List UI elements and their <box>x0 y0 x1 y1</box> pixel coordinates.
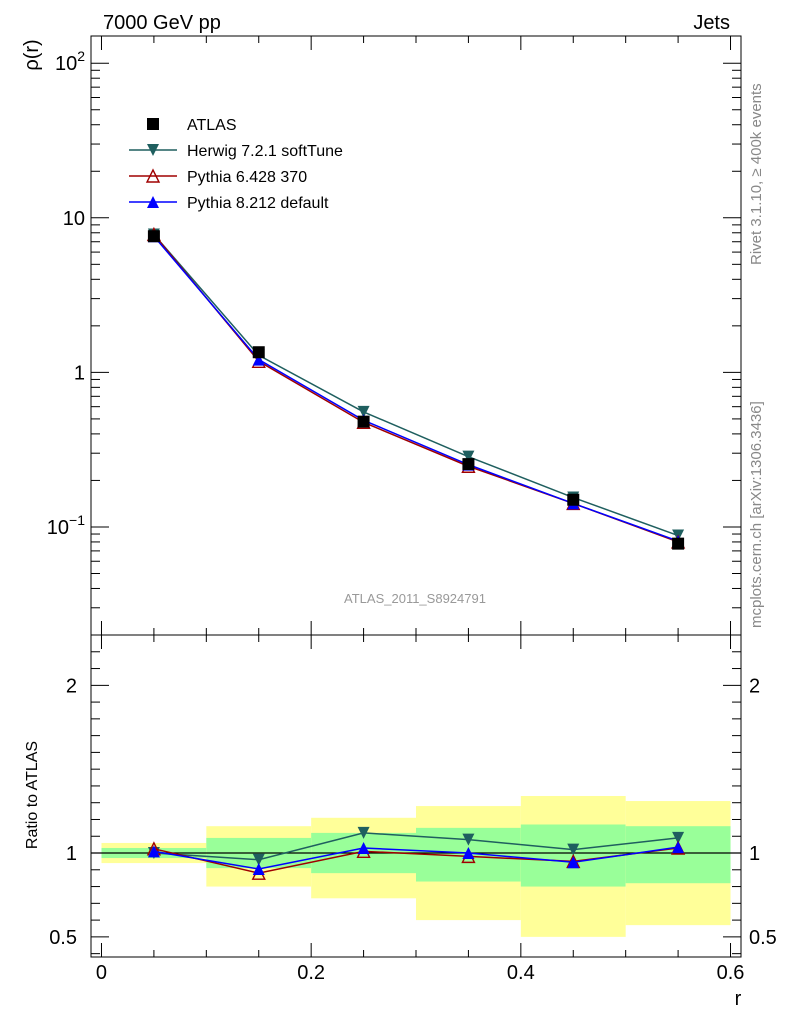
ratio-data-point <box>252 862 265 875</box>
ratio-data-point <box>567 843 580 856</box>
ratio-ylabel: Ratio to ATLAS <box>24 741 41 849</box>
legend-label: Pythia 8.212 default <box>187 195 329 212</box>
legend-item: ATLAS <box>147 117 237 134</box>
data-point <box>252 353 265 366</box>
ratio-data-point <box>462 833 475 846</box>
ratio-xlabel: r <box>735 988 742 1010</box>
main-ytick-base: 10 <box>55 53 77 75</box>
legend-marker <box>147 196 159 208</box>
series-line <box>153 233 679 543</box>
legend-item: Herwig 7.2.1 softTune <box>129 143 343 160</box>
ratio-series <box>146 826 686 880</box>
main-ytick-label: 10−1 <box>47 512 85 539</box>
series-pythia-8-212-default <box>147 230 685 548</box>
ratio-series-line <box>153 832 679 861</box>
main-ytick-label: 102 <box>55 48 85 75</box>
data-point <box>357 415 370 428</box>
legend-label: ATLAS <box>187 117 237 134</box>
series-herwig-7-2-1-softtune <box>147 228 685 542</box>
ratio-bands <box>101 796 731 937</box>
main-ytick-label: 10 <box>63 208 85 230</box>
header-right-label: Jets <box>693 12 730 34</box>
mcplots-note: mcplots.cern.ch [arXiv:1306.3436] <box>748 401 765 628</box>
legend-marker <box>145 168 161 183</box>
ratio-data-point <box>357 841 370 854</box>
ratio-data-point <box>672 831 685 844</box>
data-point <box>357 405 370 418</box>
series-line <box>153 235 679 542</box>
legend-item: Pythia 8.212 default <box>129 195 329 212</box>
main-ytick-base: 10 <box>47 517 69 539</box>
ratio-series-pythia-8-212-default <box>147 841 685 875</box>
series-pythia-6-428-370 <box>146 226 686 549</box>
series-line <box>153 233 679 537</box>
ratio-data-point <box>462 847 475 860</box>
ratio-data-point <box>357 826 370 839</box>
legend-marker <box>147 118 159 130</box>
data-point <box>252 346 265 359</box>
ratio-plot: 0.5 0.5 1 1 2 2 0 0.2 0.4 0.6 Ratio to ATLAS r <box>24 634 777 1010</box>
ratio-xtick-label: 0.2 <box>297 962 325 984</box>
rivet-note: Rivet 3.1.10, ≥ 400k events <box>748 83 765 265</box>
ratio-xtick-label: 0.6 <box>717 962 745 984</box>
data-point <box>147 230 160 243</box>
legend-item: Pythia 6.428 370 <box>129 168 307 186</box>
ratio-data-point <box>672 841 685 854</box>
legend: ATLAS Herwig 7.2.1 softTune Pythia 6.428 3… <box>129 117 343 212</box>
ratio-data-point <box>147 845 160 858</box>
main-ytick-exp: 2 <box>77 48 85 64</box>
ratio-axes: 0.5 0.5 1 1 2 2 0 0.2 0.4 0.6 <box>49 634 777 984</box>
main-ylabel: ρ(r) <box>21 39 43 70</box>
ratio-ytick-label: 2 <box>66 675 77 697</box>
ratio-data-point <box>252 853 265 866</box>
legend-label: Pythia 6.428 370 <box>187 169 307 186</box>
data-point <box>672 537 685 550</box>
main-ytick-exp: −1 <box>69 512 85 528</box>
main-ytick-label: 1 <box>74 362 85 384</box>
ratio-ytick-label-right: 2 <box>749 675 760 697</box>
legend-label: Herwig 7.2.1 softTune <box>187 143 343 160</box>
data-point <box>567 493 580 506</box>
series-atlas <box>147 230 685 550</box>
ratio-xtick-label: 0 <box>96 962 107 984</box>
ratio-xtick-label: 0.4 <box>507 962 535 984</box>
ratio-series-line <box>153 846 679 870</box>
ratio-ytick-label: 1 <box>66 843 77 865</box>
header-left-label: 7000 GeV pp <box>103 12 221 34</box>
ratio-ytick-label-right: 0.5 <box>749 927 777 949</box>
main-series <box>146 226 686 550</box>
watermark-label: ATLAS_2011_S8924791 <box>344 591 486 606</box>
ratio-ytick-label-right: 1 <box>749 843 760 865</box>
data-point <box>462 458 475 471</box>
legend-marker <box>147 144 159 156</box>
ratio-ytick-label: 0.5 <box>49 927 77 949</box>
ratio-data-point <box>567 856 580 869</box>
data-point <box>462 450 475 463</box>
